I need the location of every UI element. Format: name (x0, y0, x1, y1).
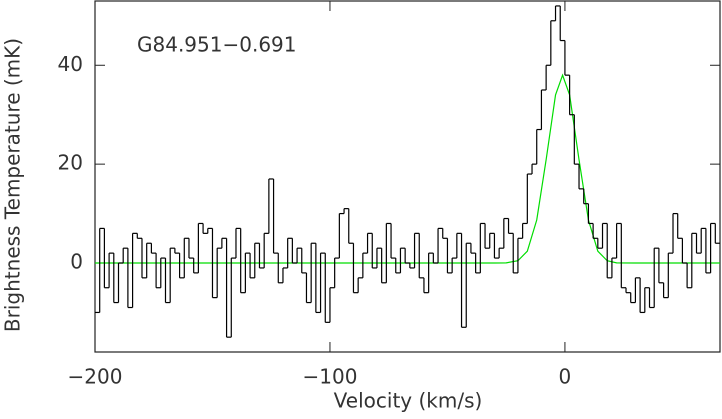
x-tick-label: −100 (302, 365, 357, 389)
x-tick-label: −200 (68, 365, 123, 389)
plot-frame (94, 0, 721, 353)
y-axis-label: Brightness Temperature (mK) (1, 38, 25, 332)
x-axis-label: Velocity (km/s) (334, 389, 483, 413)
y-tick-label: 20 (58, 151, 83, 175)
annotation: G84.951−0.691 (137, 33, 297, 57)
x-tick-label: 0 (559, 365, 572, 389)
y-tick-label: 40 (58, 52, 83, 76)
fit-curve (95, 73, 720, 264)
y-tick-label: 0 (70, 250, 83, 274)
